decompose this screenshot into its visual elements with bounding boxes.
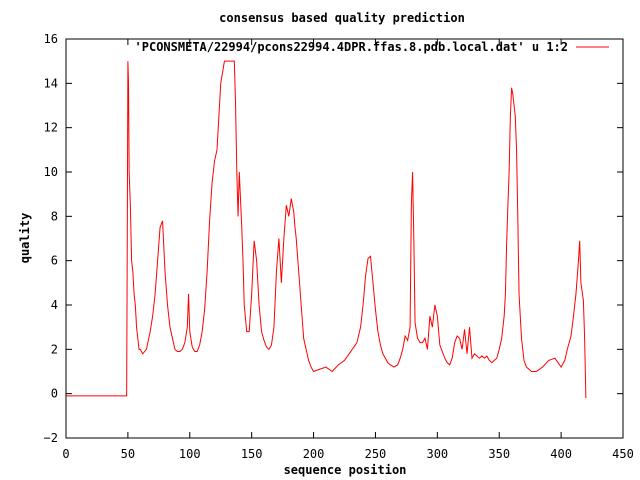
y-tick-label: 12	[44, 121, 58, 135]
y-tick-label: 4	[51, 298, 58, 312]
y-tick-label: 0	[51, 387, 58, 401]
series-line	[66, 60, 587, 399]
x-tick-label: 150	[241, 447, 263, 461]
plot-frame	[65, 38, 624, 439]
chart-title: consensus based quality prediction	[219, 11, 465, 25]
x-tick-label: 300	[426, 447, 448, 461]
x-tick-label: 350	[488, 447, 510, 461]
x-tick-label: 250	[365, 447, 387, 461]
x-tick-label: 100	[179, 447, 201, 461]
legend-label: 'PCONSMETA/22994/pcons22994.4DPR.ffas.8.…	[135, 40, 568, 54]
y-tick-label: 6	[51, 254, 58, 268]
x-tick-label: 400	[550, 447, 572, 461]
x-axis-ticks: 0 50 100 150 200 250 300 350 400 450	[62, 39, 634, 461]
x-tick-label: 200	[303, 447, 325, 461]
y-tick-label: 14	[44, 76, 58, 90]
legend: 'PCONSMETA/22994/pcons22994.4DPR.ffas.8.…	[135, 40, 609, 54]
x-axis-label: sequence position	[284, 463, 407, 477]
x-tick-label: 50	[121, 447, 135, 461]
y-tick-label: 10	[44, 165, 58, 179]
x-tick-label: 450	[612, 447, 634, 461]
y-axis-ticks: −2 0 2 4 6 8 10 12 14 16	[44, 32, 623, 445]
y-tick-label: 2	[51, 342, 58, 356]
y-axis-label: quality	[18, 213, 32, 264]
y-tick-label: 16	[44, 32, 58, 46]
x-tick-label: 0	[62, 447, 69, 461]
y-tick-label: 8	[51, 209, 58, 223]
y-tick-label: −2	[44, 431, 58, 445]
